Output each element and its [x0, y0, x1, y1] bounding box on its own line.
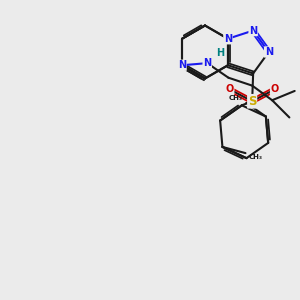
Text: N: N — [203, 58, 211, 68]
Text: O: O — [226, 84, 234, 94]
Text: O: O — [271, 84, 279, 94]
Text: S: S — [248, 95, 256, 108]
Text: N: N — [249, 26, 257, 36]
Text: N: N — [224, 34, 232, 44]
Text: N: N — [178, 60, 186, 70]
Text: H: H — [216, 48, 224, 58]
Text: CH₃: CH₃ — [228, 95, 242, 101]
Text: N: N — [265, 47, 273, 57]
Text: CH₃: CH₃ — [248, 154, 262, 160]
